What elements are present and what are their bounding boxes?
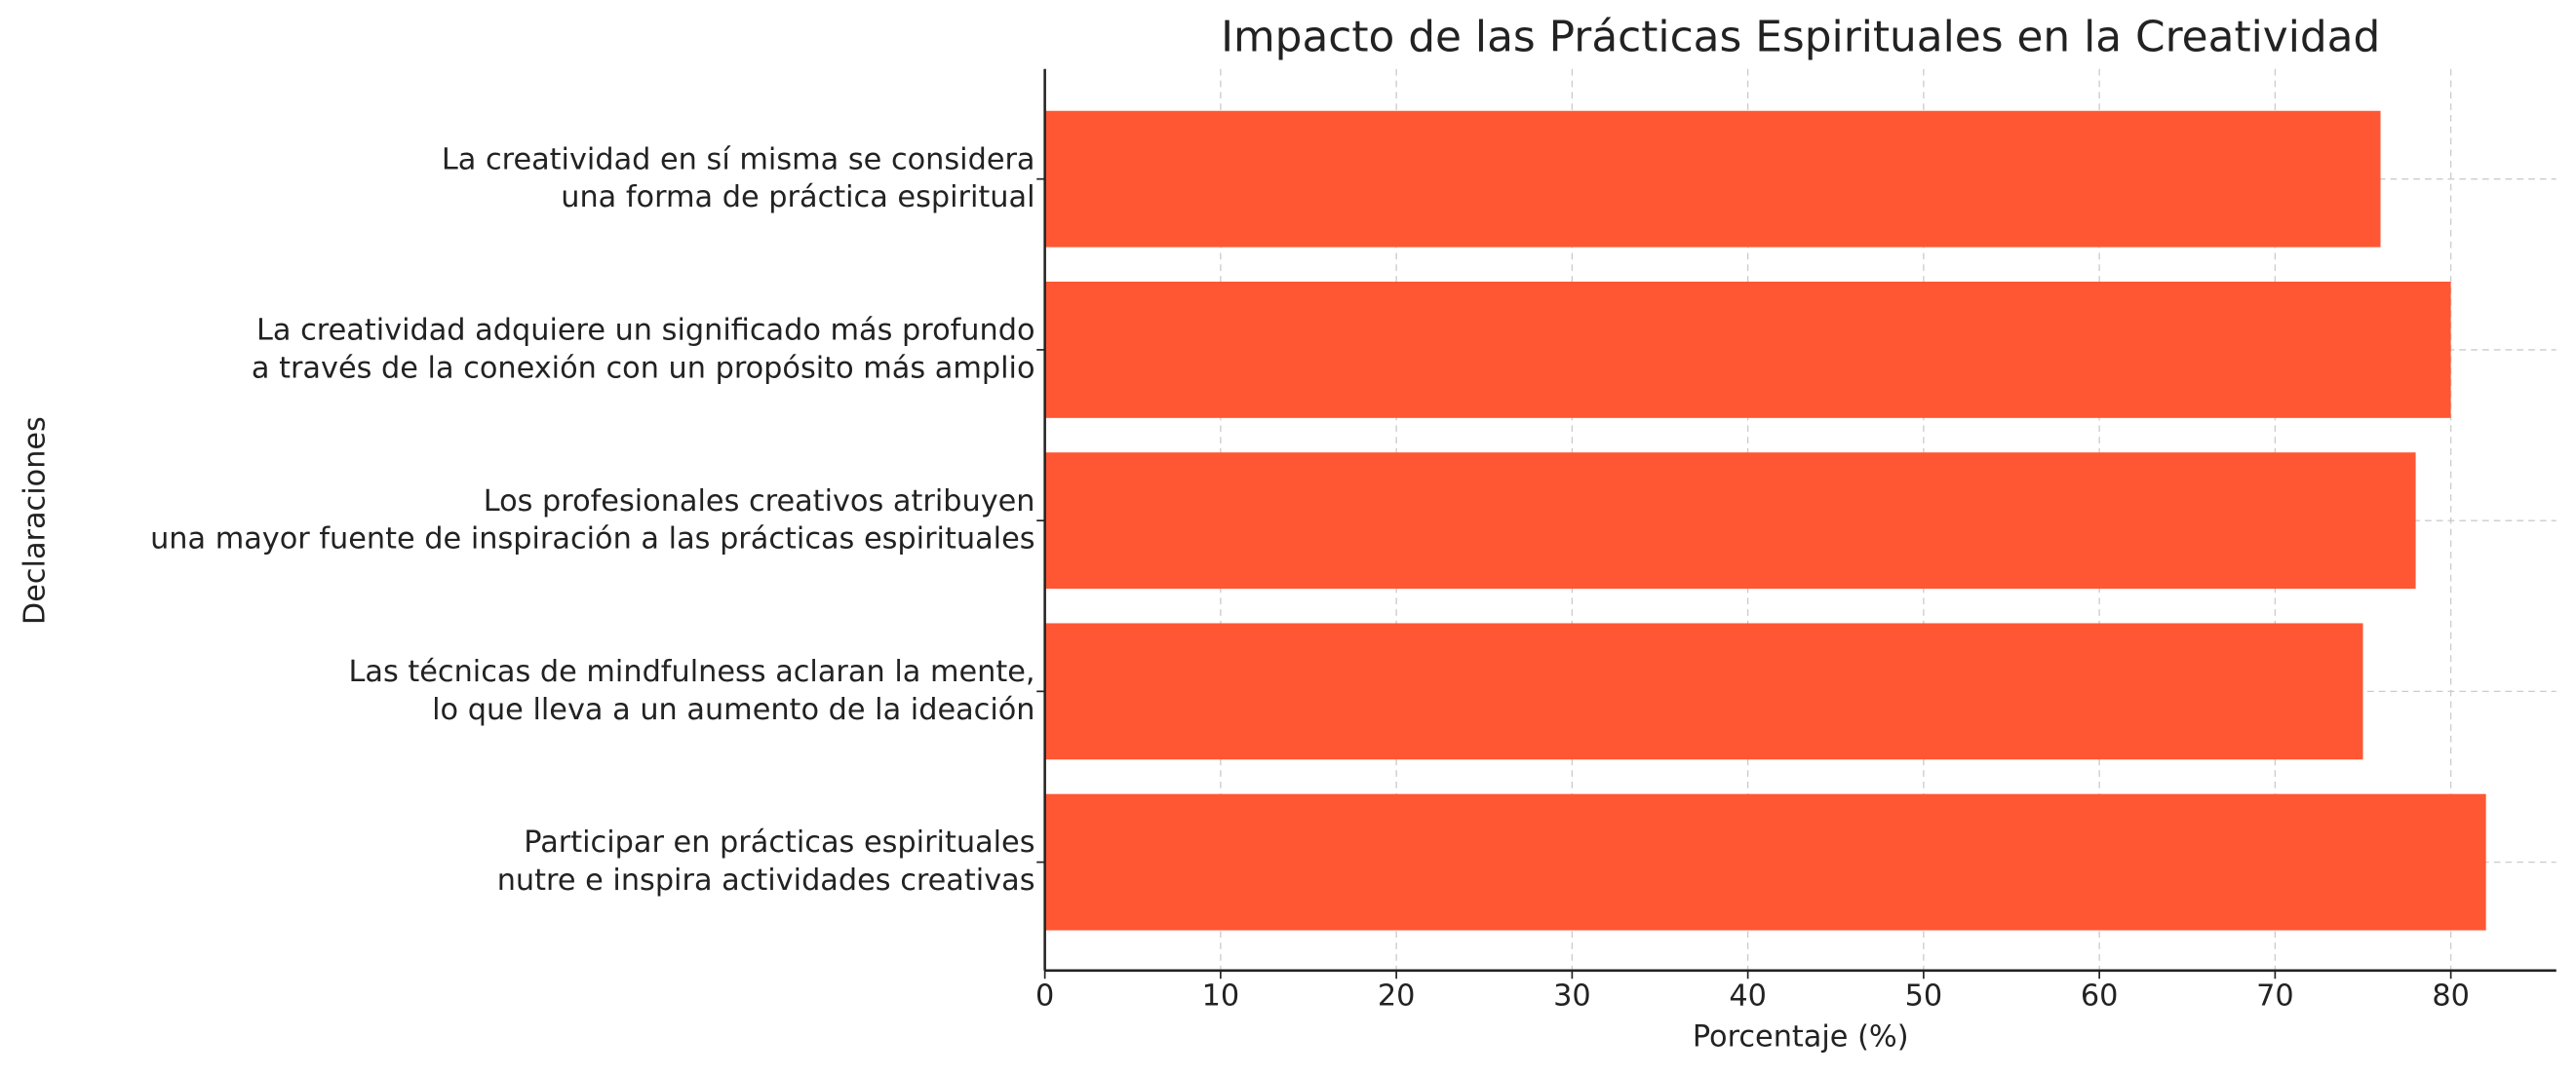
y-tick-label-line: La creatividad en sí misma se considera — [442, 142, 1035, 176]
bar — [1044, 281, 2451, 418]
bar — [1044, 452, 2416, 590]
y-tick-label-line: Participar en prácticas espirituales — [524, 825, 1034, 860]
x-axis-label: Porcentaje (%) — [1693, 1019, 1909, 1054]
y-tick-label-line: a través de la conexión con un propósito… — [252, 351, 1035, 385]
x-tick-label: 0 — [1035, 979, 1054, 1013]
y-tick-label-line: Las técnicas de mindfulness aclaran la m… — [348, 655, 1034, 689]
y-tick-label-line: una forma de práctica espiritual — [561, 180, 1034, 214]
y-tick-label-line: La creatividad adquiere un significado m… — [256, 313, 1034, 347]
y-tick-label: La creatividad en sí misma se considera u… — [442, 142, 1035, 214]
x-tick-label: 30 — [1553, 979, 1591, 1013]
y-tick-label: Las técnicas de mindfulness aclaran la m… — [348, 655, 1034, 727]
y-axis-label: Declaraciones — [19, 416, 53, 625]
y-tick-label: Los profesionales creativos atribuyen una… — [150, 483, 1034, 556]
x-tick-label: 50 — [1905, 979, 1943, 1013]
y-tick-label: La creatividad adquiere un significado m… — [252, 313, 1035, 385]
x-tick-label: 40 — [1729, 979, 1767, 1013]
bar — [1044, 110, 2381, 248]
y-tick-label-line: nutre e inspira actividades creativas — [497, 863, 1035, 897]
x-tick-label: 70 — [2256, 979, 2294, 1013]
x-tick-label: 10 — [1202, 979, 1240, 1013]
x-tick-label: 60 — [2081, 979, 2119, 1013]
y-tick-label-line: lo que lleva a un aumento de la ideación — [432, 692, 1034, 726]
y-tick-label-line: Los profesionales creativos atribuyen — [484, 483, 1035, 518]
bar — [1044, 793, 2486, 931]
y-tick-label: Participar en prácticas espirituales nutr… — [497, 825, 1035, 898]
x-tick-label: 20 — [1378, 979, 1416, 1013]
y-tick-label-line: una mayor fuente de inspiración a las pr… — [150, 521, 1034, 556]
bar — [1044, 623, 2363, 760]
chart-title: Impacto de las Prácticas Espirituales en… — [1221, 12, 2380, 61]
x-tick-label: 80 — [2432, 979, 2470, 1013]
